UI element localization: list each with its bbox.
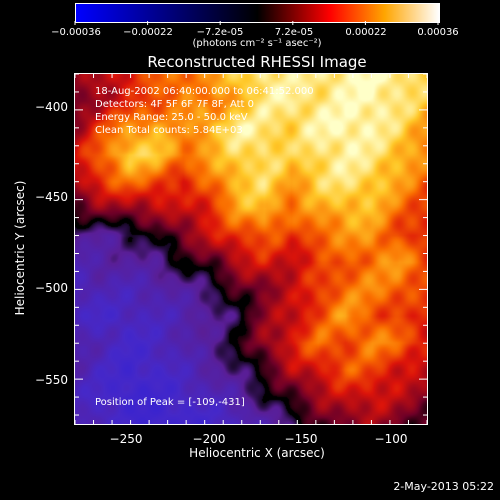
- colorbar: [75, 3, 440, 23]
- colorbar-units: (photons cm⁻² s⁻¹ asec⁻²): [192, 38, 322, 49]
- annotation-time-range: 18-Aug-2002 06:40:00.000 to 06:41:52.000: [95, 86, 314, 97]
- chart-title: Reconstructed RHESSI Image: [147, 53, 367, 71]
- colorbar-gradient: [76, 4, 439, 22]
- annotation-counts: Clean Total counts: 5.84E+03: [95, 125, 243, 136]
- colorbar-tick: −0.00036: [51, 27, 101, 38]
- x-tick-label: −100: [374, 432, 408, 446]
- y-tick-label: −450: [35, 190, 68, 204]
- y-axis-label: Heliocentric Y (arcsec): [13, 180, 27, 316]
- y-tick-label: −500: [35, 281, 68, 295]
- footer-datestamp: 2-May-2013 05:22: [393, 480, 494, 493]
- y-tick-label: −550: [35, 373, 68, 387]
- annotation-energy-range: Energy Range: 25.0 - 50.0 keV: [95, 112, 248, 123]
- x-axis-label: Heliocentric X (arcsec): [189, 446, 325, 460]
- x-tick-label: −150: [284, 432, 318, 446]
- colorbar-tick: −0.00022: [123, 27, 173, 38]
- colorbar-tick: 7.2e-05: [274, 27, 314, 38]
- x-tick-label: −200: [192, 432, 226, 446]
- colorbar-tick: 0.00036: [417, 27, 459, 38]
- y-tick-label: −400: [35, 100, 68, 114]
- plot-area: [74, 73, 428, 425]
- colorbar-tick: 0.00022: [345, 27, 387, 38]
- x-tick-label: −250: [109, 432, 143, 446]
- colorbar-tick: −7.2e-05: [196, 27, 244, 38]
- annotation-detectors: Detectors: 4F 5F 6F 7F 8F, Att 0: [95, 99, 255, 110]
- annotation-peak-position: Position of Peak = [-109,-431]: [95, 397, 245, 408]
- heatmap-image: [75, 74, 427, 424]
